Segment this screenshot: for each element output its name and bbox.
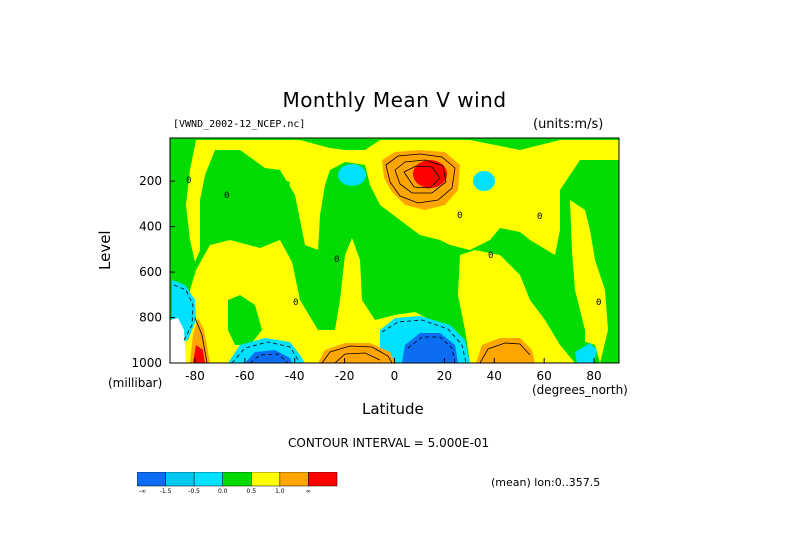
- contour-label: 0: [457, 211, 462, 221]
- dataset-label: [VWND_2002-12_NCEP.nc]: [173, 119, 306, 130]
- y-tick-label: 600: [139, 265, 162, 279]
- colorbar-tick-label: 0.5: [247, 488, 257, 495]
- units-label: (units:m/s): [533, 117, 604, 132]
- contour-region-red: [413, 160, 447, 188]
- x-tick-label: -20: [335, 369, 355, 383]
- y-tick-label: 800: [139, 311, 162, 325]
- colorbar-tick-label: -0.5: [188, 488, 200, 495]
- x-axis-units: (degrees_north): [532, 383, 628, 397]
- mean-longitude-note: (mean) lon:0..357.5: [491, 476, 601, 489]
- colorbar-tick-label: 1.0: [275, 488, 285, 495]
- colorbar: -∞ -1.5 -0.5 0.0 0.5 1.0 ∞: [137, 472, 338, 495]
- colorbar-swatch: [251, 472, 281, 487]
- contour-label: 0: [293, 298, 298, 308]
- chart-title: Monthly Mean V wind: [282, 88, 507, 112]
- contour-region-green: [228, 295, 262, 345]
- x-tick-label: 80: [586, 369, 601, 383]
- contour-region-blue: [245, 350, 292, 363]
- contour-label: 0: [334, 255, 339, 265]
- contour-lines-negative: [173, 284, 467, 363]
- colorbar-tick-label: -1.5: [160, 488, 172, 495]
- y-tick-label: 1000: [131, 356, 162, 370]
- y-tick-label: 400: [139, 220, 162, 234]
- x-axis-label: Latitude: [362, 400, 424, 418]
- contour-label: 0: [186, 176, 191, 186]
- colorbar-tick-label: 0.0: [218, 488, 228, 495]
- x-tick-label: 40: [487, 369, 502, 383]
- colorbar-swatch: [222, 472, 252, 487]
- contour-fill-area: [170, 138, 619, 363]
- colorbar-swatch: [279, 472, 309, 487]
- x-tick-label: 20: [437, 369, 452, 383]
- y-tick-label: 200: [139, 174, 162, 188]
- y-axis: 200 400 600 800 1000: [131, 174, 175, 370]
- colorbar-swatch: [308, 472, 338, 487]
- contour-lines: [194, 153, 531, 363]
- y-axis-units: (millibar): [108, 376, 163, 390]
- colorbar-swatch: [137, 472, 166, 487]
- contour-region-cyan: [473, 171, 495, 191]
- x-tick-label: -40: [285, 369, 305, 383]
- contour-label: 0: [224, 191, 229, 201]
- contour-label-group: 0 0 0 0 0 0 0 0: [186, 176, 601, 308]
- x-tick-label: 0: [391, 369, 399, 383]
- contour-region-blue: [402, 333, 458, 363]
- contour-label: 0: [488, 251, 493, 261]
- x-tick-label: -60: [235, 369, 255, 383]
- contour-interval-text: CONTOUR INTERVAL = 5.000E-01: [288, 436, 490, 450]
- x-axis: -80 -60 -40 -20 0 20 40 60 80: [185, 358, 602, 383]
- x-tick-label: 60: [537, 369, 552, 383]
- contour-region-red: [193, 345, 205, 363]
- contour-region-yellow: [570, 200, 608, 363]
- y-axis-label: Level: [96, 230, 114, 270]
- contour-region-cyan: [338, 164, 366, 186]
- contour-label: 0: [537, 212, 542, 222]
- missing-data-region: [170, 318, 186, 363]
- contour-region-green: [268, 178, 290, 198]
- colorbar-tick-label: ∞: [306, 488, 311, 495]
- x-tick-label: -80: [185, 369, 205, 383]
- contour-region-cyan: [575, 343, 597, 363]
- colorbar-swatch: [165, 472, 195, 487]
- colorbar-tick-label: -∞: [139, 488, 146, 495]
- contour-region-yellow: [458, 250, 575, 363]
- contour-label: 0: [596, 298, 601, 308]
- colorbar-swatch: [193, 472, 223, 487]
